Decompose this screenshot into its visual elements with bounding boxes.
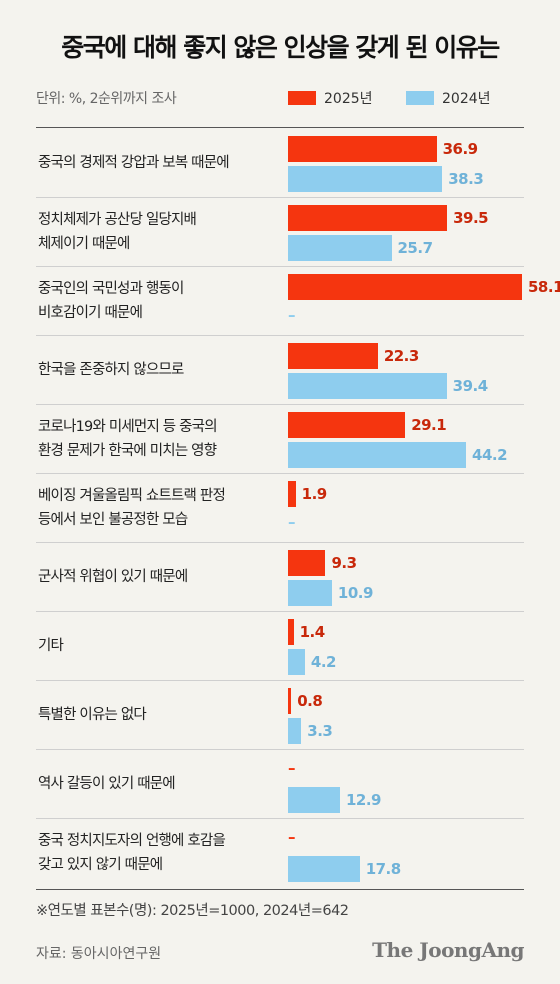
bar-2024 [288, 856, 360, 882]
data-label: 4.2 [310, 653, 337, 671]
legend-2025: 2025년 [288, 88, 373, 108]
bar-2024 [288, 787, 340, 813]
row-divider [36, 542, 524, 543]
row-divider [36, 818, 524, 819]
category-label-line: 한국을 존중하지 않으므로 [38, 361, 184, 378]
legend-2024: 2024년 [406, 88, 491, 108]
category-label: 군사적 위협이 있기 때문에 [38, 565, 288, 589]
data-label: 39.4 [452, 377, 489, 395]
no-data-dash: – [288, 513, 296, 531]
bar-2025 [288, 205, 448, 231]
legend-swatch-2025 [288, 91, 316, 105]
top-divider [36, 127, 524, 128]
data-label: 12.9 [345, 791, 382, 809]
category-label: 특별한 이유는 없다 [38, 703, 288, 727]
no-data-dash: – [288, 759, 296, 777]
category-label-line: 베이징 겨울올림픽 쇼트트랙 판정 [38, 487, 226, 504]
category-label-line: 중국인의 국민성과 행동이 [38, 280, 184, 297]
row-divider [36, 749, 524, 750]
bar-2025 [288, 688, 292, 714]
category-label-line: 체제이기 때문에 [38, 235, 130, 252]
data-label: 1.4 [299, 623, 326, 641]
data-label: 44.2 [472, 446, 508, 464]
data-label: 1.9 [301, 485, 328, 503]
bar-2025 [288, 550, 326, 576]
data-label: 22.3 [383, 347, 420, 365]
sample-size-note: ※연도별 표본수(명): 2025년=1000, 2024년=642 [36, 903, 349, 919]
category-label-line: 갖고 있지 않기 때문에 [38, 856, 163, 873]
category-label: 중국의 경제적 강압과 보복 때문에 [38, 151, 288, 175]
category-label-line: 기타 [38, 637, 64, 654]
category-label-line: 코로나19와 미세먼지 등 중국의 [38, 418, 218, 435]
bar-2024 [288, 373, 447, 399]
bar-2025 [288, 274, 522, 300]
row-divider [36, 473, 524, 474]
category-label: 역사 갈등이 있기 때문에 [38, 772, 288, 796]
bar-2024 [288, 166, 443, 192]
bar-2024 [288, 235, 392, 261]
data-label: 38.3 [448, 170, 484, 188]
row-divider [36, 197, 524, 198]
bar-2025 [288, 619, 294, 645]
category-label-line: 중국의 경제적 강압과 보복 때문에 [38, 154, 230, 171]
data-label: 29.1 [411, 416, 447, 434]
data-label: 3.3 [307, 722, 333, 740]
row-divider [36, 611, 524, 612]
bar-2024 [288, 442, 467, 468]
bottom-divider [36, 889, 524, 890]
bar-2025 [288, 136, 437, 162]
bar-2025 [288, 481, 296, 507]
data-label: 36.9 [442, 140, 479, 158]
legend-label-2024: 2024년 [442, 91, 491, 107]
data-label: 10.9 [337, 584, 374, 602]
bar-2025 [288, 343, 378, 369]
row-divider [36, 680, 524, 681]
data-label: 17.8 [365, 860, 402, 878]
row-divider [36, 335, 524, 336]
source-note: 자료: 동아시아연구원 [36, 946, 162, 962]
category-label-line: 등에서 보인 불공정한 모습 [38, 511, 188, 528]
bar-2024 [288, 580, 332, 606]
category-label-line: 환경 문제가 한국에 미치는 영향 [38, 442, 217, 459]
no-data-dash: – [288, 306, 296, 324]
category-label-line: 비호감이기 때문에 [38, 304, 143, 321]
bar-2024 [288, 649, 305, 675]
brand-logo: The JoongAng [372, 938, 524, 962]
chart-title: 중국에 대해 좋지 않은 인상을 갖게 된 이유는 [61, 33, 500, 62]
category-label-line: 군사적 위협이 있기 때문에 [38, 568, 188, 585]
no-data-dash: – [288, 828, 296, 846]
data-label: 39.5 [453, 209, 489, 227]
legend-swatch-2024 [406, 91, 434, 105]
bar-2025 [288, 412, 406, 438]
data-label: 58.1 [528, 278, 560, 296]
category-label-line: 정치체제가 공산당 일당지배 [38, 211, 197, 228]
legend-label-2025: 2025년 [324, 91, 373, 107]
category-label-line: 중국 정치지도자의 언행에 호감을 [38, 832, 226, 849]
bar-2024 [288, 718, 302, 744]
category-label: 한국을 존중하지 않으므로 [38, 358, 288, 382]
unit-note: 단위: %, 2순위까지 조사 [36, 91, 177, 107]
category-label-line: 역사 갈등이 있기 때문에 [38, 775, 176, 792]
data-label: 25.7 [397, 239, 434, 257]
row-divider [36, 266, 524, 267]
data-label: 0.8 [297, 692, 323, 710]
row-divider [36, 404, 524, 405]
data-label: 9.3 [331, 554, 357, 572]
category-label: 기타 [38, 634, 288, 658]
category-label-line: 특별한 이유는 없다 [38, 706, 147, 723]
